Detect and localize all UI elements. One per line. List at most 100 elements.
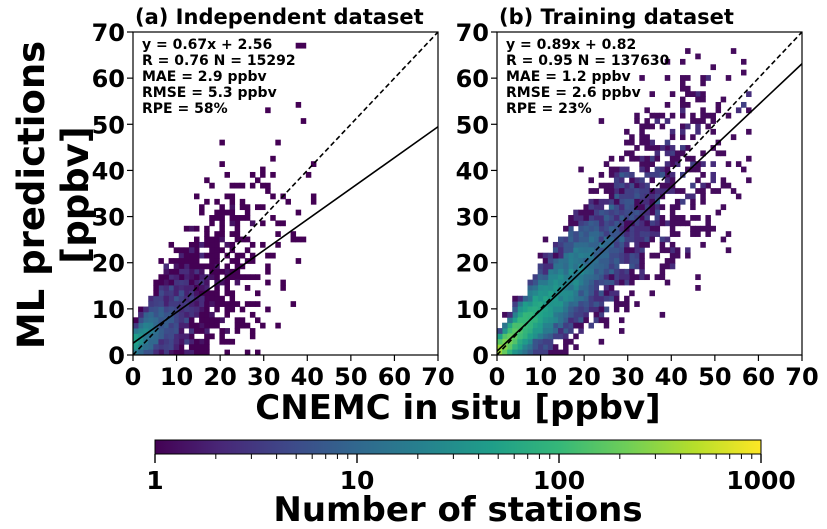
heatmap-cell bbox=[710, 171, 716, 178]
heatmap-cell bbox=[639, 128, 645, 135]
heatmap-cell bbox=[209, 236, 215, 243]
heatmap-cell bbox=[229, 295, 236, 302]
heatmap-cell bbox=[634, 258, 640, 264]
heatmap-cell bbox=[603, 220, 610, 227]
heatmap-cell bbox=[138, 322, 144, 329]
heatmap-cell bbox=[573, 220, 579, 227]
heatmap-cell bbox=[497, 338, 503, 345]
heatmap-cell bbox=[730, 188, 737, 194]
heatmap-cell bbox=[270, 215, 276, 221]
heatmap-cell bbox=[669, 247, 676, 254]
heatmap-cell bbox=[532, 322, 539, 329]
heatmap-cell bbox=[624, 209, 630, 216]
heatmap-cell bbox=[158, 333, 164, 340]
heatmap-cell bbox=[710, 177, 716, 184]
heatmap-cell bbox=[695, 285, 701, 291]
heatmap-cell bbox=[598, 220, 605, 227]
heatmap-cell bbox=[629, 225, 635, 232]
heatmap-cell bbox=[649, 204, 655, 211]
heatmap-cell bbox=[700, 171, 706, 178]
heatmap-cell bbox=[669, 112, 676, 119]
heatmap-cell bbox=[608, 155, 615, 162]
heatmap-cell bbox=[619, 328, 625, 334]
heatmap-cell bbox=[188, 317, 195, 324]
heatmap-cell bbox=[158, 311, 164, 318]
heatmap-cell bbox=[629, 247, 635, 254]
heatmap-cell bbox=[634, 225, 640, 232]
heatmap-cell bbox=[593, 231, 600, 237]
heatmap-cell bbox=[669, 91, 676, 97]
heatmap-cell bbox=[624, 198, 630, 205]
heatmap-cell bbox=[224, 349, 230, 356]
heatmap-cell bbox=[229, 193, 236, 200]
heatmap-cell bbox=[588, 177, 594, 184]
heatmap-cell bbox=[204, 322, 210, 329]
heatmap-cell bbox=[143, 333, 149, 340]
heatmap-cell bbox=[613, 171, 620, 178]
heatmap-cell bbox=[680, 112, 686, 119]
heatmap-cell bbox=[613, 177, 620, 184]
heatmap-cell bbox=[705, 112, 711, 119]
heatmap-cell bbox=[598, 306, 605, 313]
heatmap-cell bbox=[209, 311, 215, 318]
heatmap-cell bbox=[690, 112, 696, 119]
heatmap-cell bbox=[532, 285, 539, 291]
heatmap-cell bbox=[204, 328, 210, 334]
heatmap-cell bbox=[568, 290, 574, 297]
heatmap-cell bbox=[669, 177, 676, 184]
heatmap-cell bbox=[700, 150, 706, 157]
y-tick-label: 60 bbox=[92, 65, 125, 93]
heatmap-cell bbox=[725, 75, 732, 81]
heatmap-cell bbox=[629, 171, 635, 178]
heatmap-cell bbox=[634, 274, 640, 281]
heatmap-cell bbox=[624, 182, 630, 189]
heatmap-cell bbox=[173, 247, 180, 254]
heatmap-cell bbox=[209, 241, 215, 248]
heatmap-cell bbox=[741, 166, 747, 173]
heatmap-cell bbox=[674, 247, 681, 254]
heatmap-cell bbox=[578, 258, 584, 264]
heatmap-cell bbox=[295, 209, 302, 216]
heatmap-cell bbox=[629, 177, 635, 184]
heatmap-cell bbox=[583, 274, 589, 281]
heatmap-cell bbox=[214, 215, 220, 221]
heatmap-cell bbox=[527, 285, 533, 291]
heatmap-cell bbox=[527, 349, 533, 356]
heatmap-cell bbox=[310, 198, 317, 205]
heatmap-cell bbox=[705, 75, 711, 81]
heatmap-cell bbox=[542, 268, 549, 275]
heatmap-cell bbox=[173, 311, 180, 318]
heatmap-cell bbox=[669, 188, 676, 194]
heatmap-cell bbox=[255, 349, 261, 356]
heatmap-cell bbox=[674, 252, 681, 259]
heatmap-cell bbox=[244, 349, 251, 356]
heatmap-cell bbox=[305, 171, 312, 178]
heatmap-cell bbox=[644, 139, 650, 146]
heatmap-cell bbox=[700, 225, 706, 232]
heatmap-cell bbox=[239, 306, 246, 313]
heatmap-cell bbox=[194, 241, 200, 248]
heatmap-cell bbox=[629, 258, 635, 264]
heatmap-cell bbox=[173, 344, 180, 351]
heatmap-cell bbox=[608, 268, 615, 275]
heatmap-cell bbox=[578, 295, 584, 302]
heatmap-cell bbox=[593, 279, 600, 286]
heatmap-cell bbox=[664, 150, 671, 157]
heatmap-cell bbox=[573, 322, 579, 329]
heatmap-cell bbox=[608, 236, 615, 243]
heatmap-cell bbox=[720, 177, 727, 184]
heatmap-cell bbox=[619, 193, 625, 200]
heatmap-cell bbox=[578, 274, 584, 281]
heatmap-cell bbox=[598, 236, 605, 243]
heatmap-cell bbox=[619, 225, 625, 232]
heatmap-cell bbox=[178, 333, 185, 340]
heatmap-cell bbox=[598, 290, 605, 297]
heatmap-cell bbox=[178, 311, 185, 318]
heatmap-cell bbox=[598, 182, 605, 189]
heatmap-cell bbox=[537, 285, 544, 291]
heatmap-cell bbox=[537, 311, 544, 318]
heatmap-cell bbox=[517, 317, 523, 324]
heatmap-cell bbox=[194, 349, 200, 356]
heatmap-cell bbox=[624, 252, 630, 259]
heatmap-cell bbox=[593, 258, 600, 264]
